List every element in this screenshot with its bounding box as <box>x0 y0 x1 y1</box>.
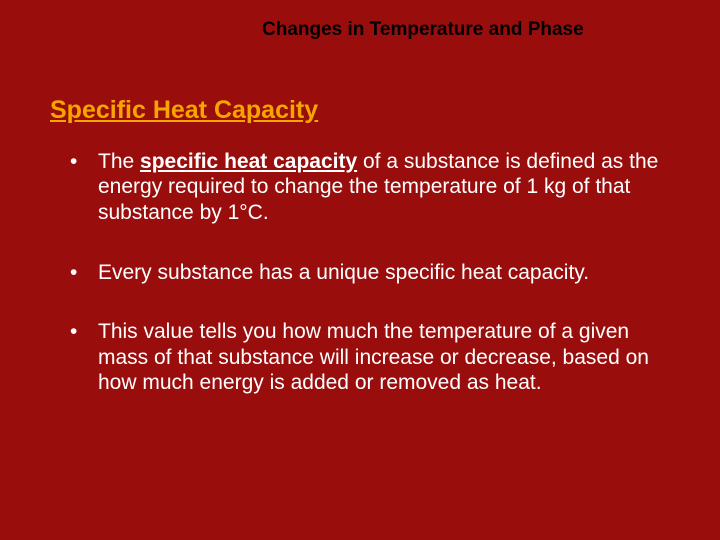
bullet-list: The specific heat capacity of a substanc… <box>70 149 670 396</box>
list-item: Every substance has a unique specific he… <box>70 260 670 286</box>
bullet-text-prefix: The <box>98 150 140 173</box>
bullet-text-prefix: Every substance has a unique specific he… <box>98 261 589 284</box>
header-title: Changes in Temperature and Phase <box>262 18 592 42</box>
bullet-text-emphasis: specific heat capacity <box>140 150 357 173</box>
bullet-text-prefix: This value tells you how much the temper… <box>98 320 649 394</box>
header-band: Changes in Temperature and Phase <box>0 0 720 56</box>
slide-subtitle: Specific Heat Capacity <box>50 96 720 125</box>
list-item: This value tells you how much the temper… <box>70 319 670 396</box>
list-item: The specific heat capacity of a substanc… <box>70 149 670 226</box>
